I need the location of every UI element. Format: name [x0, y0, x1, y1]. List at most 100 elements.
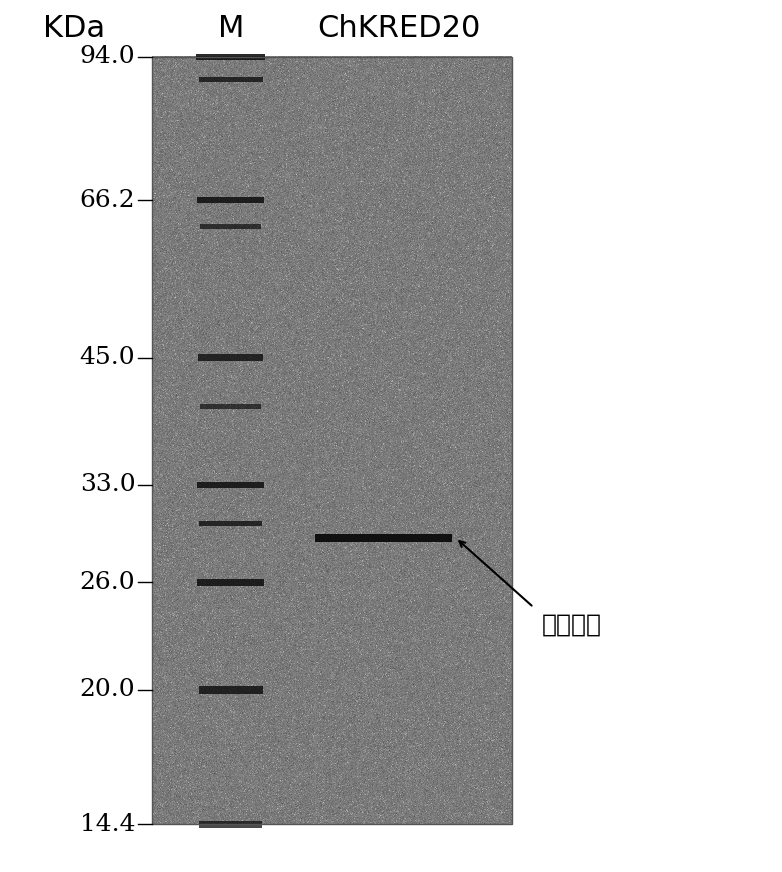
Point — [289, 600, 302, 614]
Point — [325, 691, 337, 705]
Point — [146, 760, 159, 774]
Point — [434, 263, 447, 277]
Point — [485, 408, 497, 422]
Point — [474, 564, 486, 578]
Point — [432, 138, 445, 152]
Point — [355, 413, 368, 427]
Point — [202, 183, 214, 197]
Point — [161, 257, 174, 271]
Point — [292, 787, 304, 800]
Point — [299, 524, 311, 538]
Point — [211, 227, 224, 241]
Point — [226, 621, 239, 635]
Point — [440, 269, 453, 283]
Point — [356, 211, 368, 225]
Point — [312, 354, 325, 368]
Point — [224, 698, 237, 712]
Point — [500, 446, 513, 460]
Point — [504, 657, 516, 671]
Point — [282, 546, 295, 560]
Point — [289, 670, 302, 684]
Point — [320, 300, 332, 314]
Point — [230, 74, 242, 88]
Point — [201, 687, 213, 701]
Point — [455, 399, 468, 412]
Point — [494, 180, 507, 194]
Point — [461, 675, 473, 689]
Point — [276, 453, 289, 467]
Point — [297, 80, 310, 94]
Point — [366, 726, 378, 739]
Point — [223, 117, 235, 131]
Point — [476, 321, 489, 335]
Point — [321, 609, 334, 623]
Point — [167, 195, 179, 209]
Point — [342, 312, 354, 326]
Point — [147, 308, 160, 322]
Point — [273, 58, 285, 72]
Point — [500, 159, 513, 173]
Point — [447, 105, 460, 119]
Point — [152, 341, 164, 355]
Point — [251, 147, 264, 161]
Point — [500, 112, 513, 126]
Point — [413, 417, 425, 431]
Point — [189, 599, 202, 613]
Point — [481, 807, 493, 821]
Point — [246, 207, 258, 221]
Point — [170, 646, 183, 660]
Point — [235, 591, 248, 605]
Point — [407, 536, 419, 550]
Point — [205, 525, 217, 539]
Point — [242, 498, 254, 512]
Point — [443, 494, 456, 508]
Point — [220, 98, 232, 112]
Point — [457, 480, 469, 494]
Point — [207, 196, 220, 210]
Point — [408, 523, 421, 537]
Point — [413, 752, 425, 766]
Point — [254, 118, 267, 132]
Point — [470, 249, 482, 263]
Point — [463, 147, 475, 161]
Point — [418, 418, 430, 432]
Point — [416, 455, 429, 469]
Point — [298, 596, 310, 610]
Point — [389, 178, 402, 192]
Point — [241, 244, 253, 258]
Point — [359, 620, 371, 634]
Point — [414, 227, 426, 241]
Point — [479, 662, 492, 676]
Point — [450, 369, 463, 383]
Point — [295, 638, 307, 652]
Point — [177, 326, 189, 340]
Point — [241, 426, 253, 440]
Point — [231, 103, 244, 117]
Point — [376, 492, 389, 506]
Point — [354, 586, 367, 600]
Point — [328, 750, 340, 764]
Point — [154, 631, 167, 645]
Point — [265, 140, 278, 154]
Point — [259, 543, 271, 557]
Point — [167, 794, 179, 808]
Point — [299, 140, 311, 153]
Point — [271, 296, 283, 310]
Point — [332, 146, 344, 160]
Point — [181, 236, 194, 250]
Point — [430, 113, 443, 127]
Point — [418, 564, 430, 578]
Point — [310, 728, 322, 742]
Point — [302, 172, 314, 186]
Point — [247, 290, 260, 303]
Point — [149, 570, 162, 584]
Point — [176, 413, 188, 427]
Point — [329, 414, 342, 428]
Point — [369, 301, 382, 315]
Point — [490, 804, 503, 818]
Point — [289, 603, 301, 617]
Point — [426, 65, 439, 78]
Point — [268, 807, 281, 821]
Point — [154, 577, 167, 591]
Point — [195, 284, 207, 298]
